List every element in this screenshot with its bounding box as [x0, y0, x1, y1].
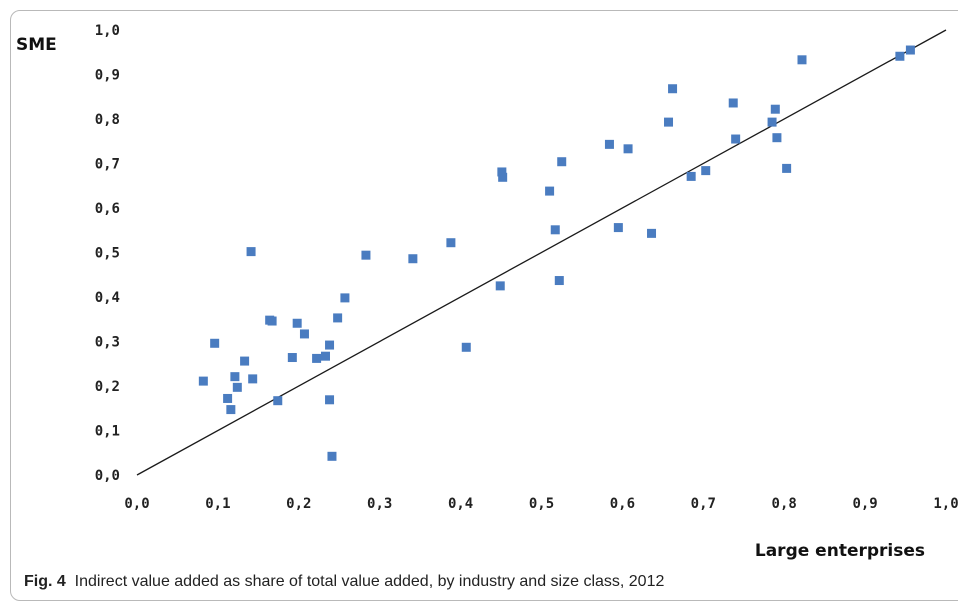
data-point — [498, 172, 508, 182]
caption-label: Fig. 4 — [24, 573, 66, 590]
data-points — [198, 45, 915, 461]
y-tick-label: 0,6 — [95, 201, 120, 217]
x-tick-label: 0,3 — [367, 496, 392, 512]
y-tick-label: 0,0 — [95, 468, 120, 484]
data-point — [361, 250, 371, 260]
data-point — [604, 139, 614, 149]
data-point — [320, 351, 330, 361]
data-point — [905, 45, 915, 55]
y-tick-labels: 0,0 0,1 0,2 0,3 0,4 0,5 0,6 0,7 0,8 0,9 1,0 — [95, 23, 120, 484]
y-tick-label: 0,1 — [95, 424, 120, 440]
data-point — [340, 293, 350, 303]
y-tick-label: 0,4 — [95, 290, 120, 306]
y-tick-label: 0,3 — [95, 335, 120, 351]
y-axis-title: SME — [16, 35, 57, 55]
data-point — [668, 84, 678, 94]
data-point — [647, 228, 657, 238]
x-tick-label: 0,5 — [529, 496, 554, 512]
x-tick-label: 0,6 — [610, 496, 635, 512]
data-point — [299, 329, 309, 339]
x-tick-label: 0,8 — [772, 496, 797, 512]
x-tick-label: 1,0 — [933, 496, 958, 512]
data-point — [664, 117, 674, 127]
data-point — [267, 316, 277, 326]
data-point — [731, 134, 741, 144]
data-point — [495, 281, 505, 291]
data-point — [292, 318, 302, 328]
data-point — [545, 186, 555, 196]
y-tick-label: 0,5 — [95, 246, 120, 262]
data-point — [461, 342, 471, 352]
reference-diagonal — [136, 29, 947, 476]
data-point — [797, 55, 807, 65]
data-point — [767, 117, 777, 127]
data-point — [240, 356, 250, 366]
reference-line — [136, 29, 947, 476]
data-point — [226, 405, 236, 415]
data-point — [223, 393, 233, 403]
data-point — [232, 382, 242, 392]
caption-text: Indirect value added as share of total v… — [74, 573, 665, 590]
scatter-chart: SME Large enterprises 0,0 0,1 0,2 0,3 0,4 0,5… — [16, 23, 958, 561]
y-tick-label: 0,2 — [95, 379, 120, 395]
data-point — [198, 376, 208, 386]
data-point — [554, 276, 564, 286]
data-point — [728, 98, 738, 108]
x-axis-title: Large enterprises — [755, 541, 925, 561]
y-tick-label: 1,0 — [95, 23, 120, 39]
data-point — [550, 225, 560, 235]
data-point — [686, 171, 696, 181]
y-tick-label: 0,8 — [95, 112, 120, 128]
data-point — [287, 353, 297, 363]
figure-caption: Fig. 4 Indirect value added as share of … — [24, 573, 664, 591]
y-tick-label: 0,7 — [95, 157, 120, 173]
data-point — [446, 238, 456, 248]
data-point — [333, 313, 343, 323]
data-point — [782, 163, 792, 173]
data-point — [557, 157, 567, 167]
x-tick-label: 0,4 — [448, 496, 473, 512]
data-point — [312, 353, 322, 363]
x-tick-label: 0,7 — [691, 496, 716, 512]
data-point — [895, 51, 905, 61]
data-point — [623, 144, 633, 154]
data-point — [772, 133, 782, 143]
data-point — [770, 104, 780, 114]
data-point — [701, 166, 711, 176]
data-point — [327, 451, 337, 461]
data-point — [246, 247, 256, 257]
y-tick-label: 0,9 — [95, 68, 120, 84]
data-point — [248, 374, 258, 384]
x-tick-label: 0,1 — [205, 496, 230, 512]
data-point — [230, 372, 240, 382]
x-tick-label: 0,2 — [286, 496, 311, 512]
x-tick-labels: 0,0 0,1 0,2 0,3 0,4 0,5 0,6 0,7 0,8 0,9 1,0 — [124, 496, 958, 512]
data-point — [613, 223, 623, 233]
data-point — [210, 338, 220, 348]
x-tick-label: 0,0 — [124, 496, 149, 512]
x-tick-label: 0,9 — [852, 496, 877, 512]
data-point — [497, 167, 507, 177]
data-point — [325, 340, 335, 350]
data-point — [273, 396, 283, 406]
data-point — [408, 254, 418, 264]
data-point — [325, 395, 335, 405]
